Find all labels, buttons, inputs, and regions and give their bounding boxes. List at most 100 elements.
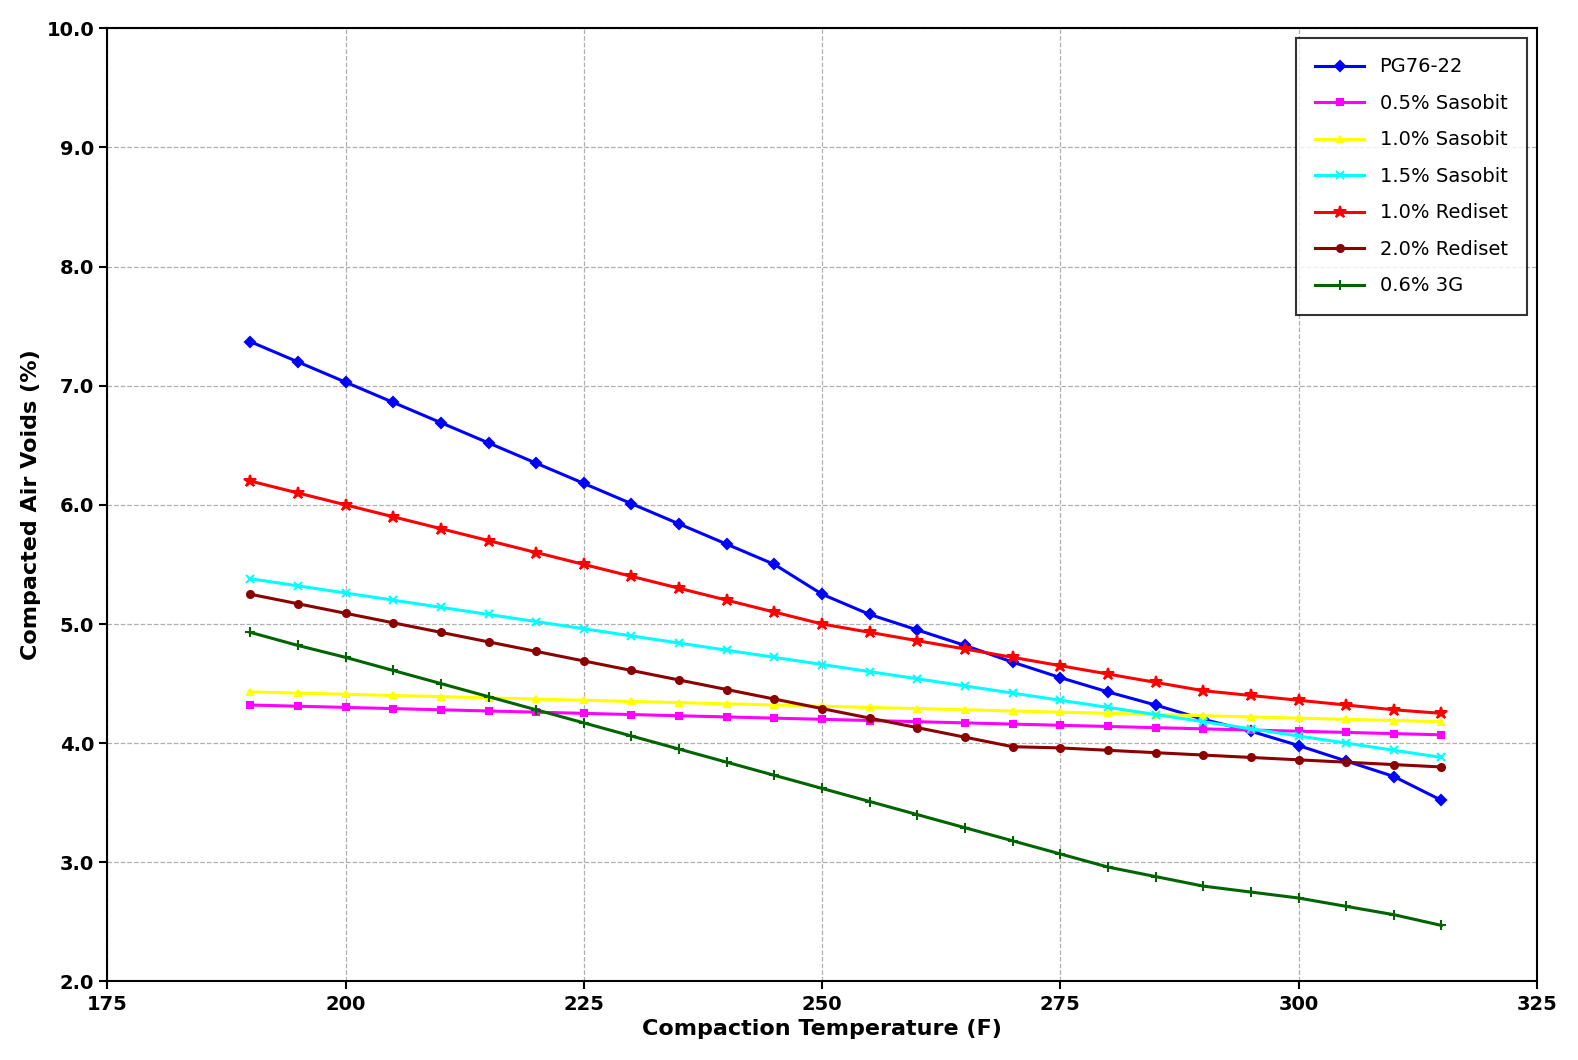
PG76-22 <box>669 517 688 530</box>
1.0% Sasobit <box>480 691 499 704</box>
0.5% Sasobit <box>1004 718 1023 730</box>
Line: 0.6% 3G: 0.6% 3G <box>246 628 1447 931</box>
0.5% Sasobit <box>527 706 546 719</box>
2.0% Rediset <box>956 730 975 743</box>
PG76-22 <box>1384 771 1403 783</box>
PG76-22 <box>907 623 926 636</box>
1.0% Sasobit <box>431 690 450 703</box>
2.0% Rediset <box>860 711 879 724</box>
PG76-22 <box>241 335 260 348</box>
1.0% Sasobit <box>1289 711 1308 724</box>
1.0% Rediset <box>718 594 737 606</box>
1.0% Sasobit <box>1242 710 1261 723</box>
0.5% Sasobit <box>956 717 975 729</box>
0.5% Sasobit <box>860 714 879 727</box>
2.0% Rediset <box>289 598 308 611</box>
2.0% Rediset <box>813 702 832 714</box>
1.5% Sasobit <box>718 643 737 656</box>
0.5% Sasobit <box>1051 719 1070 731</box>
1.0% Rediset <box>1431 707 1450 720</box>
2.0% Rediset <box>574 655 593 668</box>
1.0% Sasobit <box>907 702 926 714</box>
1.0% Sasobit <box>956 704 975 717</box>
Line: 1.0% Rediset: 1.0% Rediset <box>245 475 1447 720</box>
1.0% Sasobit <box>1195 709 1213 722</box>
1.0% Sasobit <box>1004 705 1023 718</box>
1.5% Sasobit <box>1384 744 1403 757</box>
0.5% Sasobit <box>813 713 832 726</box>
Legend: PG76-22, 0.5% Sasobit, 1.0% Sasobit, 1.5% Sasobit, 1.0% Rediset, 2.0% Rediset, 0: PG76-22, 0.5% Sasobit, 1.0% Sasobit, 1.5… <box>1296 38 1528 315</box>
0.6% 3G <box>622 729 641 742</box>
1.0% Sasobit <box>669 696 688 709</box>
0.6% 3G <box>1195 880 1213 893</box>
1.0% Rediset <box>480 534 499 547</box>
PG76-22 <box>1098 686 1117 699</box>
1.0% Rediset <box>289 487 308 499</box>
1.0% Sasobit <box>383 689 402 702</box>
Line: 1.5% Sasobit: 1.5% Sasobit <box>246 575 1445 761</box>
0.5% Sasobit <box>1384 727 1403 740</box>
0.5% Sasobit <box>669 709 688 722</box>
0.5% Sasobit <box>383 702 402 714</box>
2.0% Rediset <box>383 617 402 630</box>
PG76-22 <box>1004 656 1023 669</box>
0.5% Sasobit <box>1289 725 1308 738</box>
0.6% 3G <box>480 690 499 703</box>
Y-axis label: Compacted Air Voids (%): Compacted Air Voids (%) <box>21 350 41 660</box>
PG76-22 <box>860 608 879 621</box>
0.5% Sasobit <box>241 699 260 711</box>
1.5% Sasobit <box>527 615 546 628</box>
0.5% Sasobit <box>1146 721 1165 734</box>
1.5% Sasobit <box>480 608 499 621</box>
1.0% Rediset <box>383 511 402 524</box>
2.0% Rediset <box>1242 752 1261 764</box>
0.6% 3G <box>336 651 355 664</box>
2.0% Rediset <box>1384 758 1403 771</box>
1.0% Rediset <box>1004 651 1023 664</box>
0.6% 3G <box>574 717 593 729</box>
1.5% Sasobit <box>622 630 641 642</box>
1.0% Sasobit <box>860 701 879 713</box>
PG76-22 <box>956 639 975 652</box>
2.0% Rediset <box>1195 748 1213 761</box>
PG76-22 <box>1242 725 1261 738</box>
0.5% Sasobit <box>574 707 593 720</box>
1.0% Sasobit <box>241 686 260 699</box>
0.6% 3G <box>669 743 688 756</box>
Line: PG76-22: PG76-22 <box>246 338 1445 803</box>
1.0% Rediset <box>241 475 260 488</box>
1.0% Rediset <box>1146 676 1165 689</box>
1.0% Sasobit <box>574 694 593 707</box>
Line: 2.0% Rediset: 2.0% Rediset <box>246 590 1445 771</box>
1.0% Sasobit <box>336 688 355 701</box>
1.0% Rediset <box>813 618 832 631</box>
PG76-22 <box>765 558 784 570</box>
0.6% 3G <box>956 822 975 834</box>
0.5% Sasobit <box>1431 728 1450 741</box>
PG76-22 <box>1289 739 1308 752</box>
0.5% Sasobit <box>336 701 355 713</box>
PG76-22 <box>480 437 499 449</box>
1.5% Sasobit <box>1337 737 1356 749</box>
1.0% Rediset <box>907 634 926 647</box>
PG76-22 <box>1051 671 1070 684</box>
1.5% Sasobit <box>1098 701 1117 713</box>
1.0% Sasobit <box>765 699 784 711</box>
1.0% Rediset <box>1242 689 1261 702</box>
0.6% 3G <box>813 782 832 795</box>
1.0% Rediset <box>574 558 593 570</box>
1.5% Sasobit <box>431 601 450 614</box>
PG76-22 <box>1431 794 1450 807</box>
PG76-22 <box>336 376 355 389</box>
1.0% Sasobit <box>1146 708 1165 721</box>
0.5% Sasobit <box>765 711 784 724</box>
1.5% Sasobit <box>860 666 879 678</box>
1.5% Sasobit <box>1146 708 1165 721</box>
0.6% 3G <box>1337 900 1356 913</box>
0.5% Sasobit <box>1195 723 1213 736</box>
2.0% Rediset <box>431 626 450 639</box>
2.0% Rediset <box>1051 742 1070 755</box>
PG76-22 <box>289 355 308 368</box>
PG76-22 <box>383 396 402 409</box>
1.0% Rediset <box>860 626 879 639</box>
